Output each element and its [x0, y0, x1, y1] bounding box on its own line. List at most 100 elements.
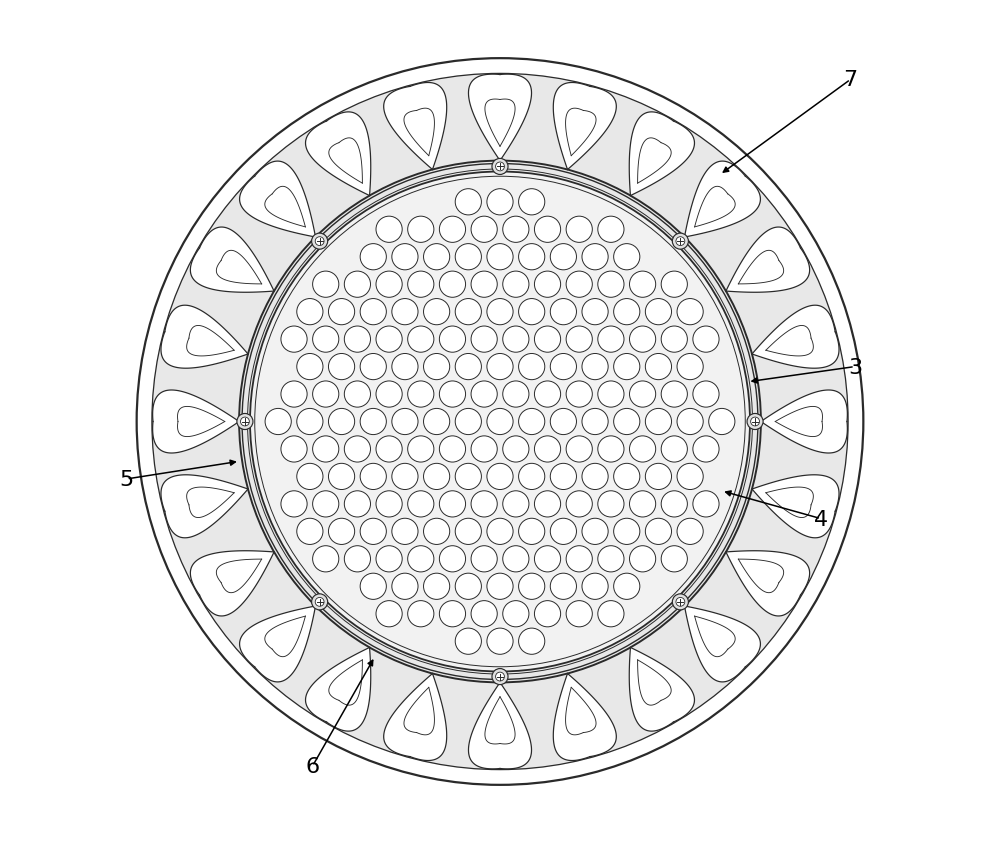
Circle shape: [471, 272, 497, 298]
Circle shape: [328, 409, 355, 436]
Polygon shape: [752, 306, 839, 369]
Circle shape: [534, 381, 561, 408]
Circle shape: [487, 190, 513, 216]
Circle shape: [672, 234, 688, 250]
Circle shape: [614, 300, 640, 325]
Circle shape: [487, 628, 513, 655]
Circle shape: [408, 436, 434, 463]
Circle shape: [661, 491, 687, 517]
Circle shape: [566, 436, 592, 463]
Circle shape: [519, 409, 545, 436]
Circle shape: [408, 491, 434, 517]
Circle shape: [582, 409, 608, 436]
Polygon shape: [468, 75, 532, 161]
Circle shape: [747, 414, 763, 430]
Circle shape: [519, 245, 545, 271]
Circle shape: [496, 163, 504, 171]
Circle shape: [550, 518, 576, 545]
Circle shape: [424, 574, 450, 599]
Circle shape: [439, 217, 466, 243]
Circle shape: [677, 300, 703, 325]
Polygon shape: [240, 162, 316, 238]
Circle shape: [629, 327, 656, 353]
Polygon shape: [726, 228, 810, 293]
Circle shape: [376, 327, 402, 353]
Circle shape: [614, 574, 640, 599]
Circle shape: [598, 381, 624, 408]
Circle shape: [645, 464, 672, 490]
Circle shape: [487, 464, 513, 490]
Text: 4: 4: [814, 509, 828, 529]
Circle shape: [408, 601, 434, 627]
Circle shape: [297, 409, 323, 436]
Circle shape: [360, 300, 386, 325]
Circle shape: [439, 327, 466, 353]
Polygon shape: [629, 113, 694, 197]
Circle shape: [313, 327, 339, 353]
Circle shape: [598, 217, 624, 243]
Circle shape: [582, 464, 608, 490]
Text: 6: 6: [305, 756, 319, 776]
Circle shape: [566, 546, 592, 572]
Circle shape: [237, 414, 253, 430]
Circle shape: [496, 673, 504, 681]
Polygon shape: [153, 391, 239, 453]
Circle shape: [455, 354, 481, 380]
Circle shape: [598, 327, 624, 353]
Circle shape: [629, 272, 656, 298]
Circle shape: [471, 491, 497, 517]
Circle shape: [534, 436, 561, 463]
Circle shape: [313, 436, 339, 463]
Circle shape: [344, 381, 371, 408]
Circle shape: [534, 272, 561, 298]
Circle shape: [439, 491, 466, 517]
Circle shape: [677, 409, 703, 436]
Circle shape: [503, 546, 529, 572]
Circle shape: [376, 217, 402, 243]
Circle shape: [550, 464, 576, 490]
Circle shape: [550, 574, 576, 599]
Circle shape: [534, 217, 561, 243]
Circle shape: [503, 436, 529, 463]
Polygon shape: [752, 475, 839, 538]
Circle shape: [360, 518, 386, 545]
Circle shape: [677, 464, 703, 490]
Circle shape: [439, 272, 466, 298]
Circle shape: [328, 354, 355, 380]
Circle shape: [455, 190, 481, 216]
Polygon shape: [684, 606, 760, 682]
Circle shape: [566, 601, 592, 627]
Circle shape: [281, 327, 307, 353]
Circle shape: [471, 381, 497, 408]
Text: 3: 3: [848, 357, 862, 377]
Circle shape: [392, 300, 418, 325]
Circle shape: [328, 518, 355, 545]
Circle shape: [598, 546, 624, 572]
Circle shape: [424, 245, 450, 271]
Circle shape: [693, 327, 719, 353]
Circle shape: [392, 574, 418, 599]
Circle shape: [492, 160, 508, 176]
Circle shape: [312, 234, 328, 250]
Circle shape: [408, 546, 434, 572]
Circle shape: [645, 300, 672, 325]
Circle shape: [519, 574, 545, 599]
Circle shape: [439, 601, 466, 627]
Polygon shape: [684, 162, 760, 238]
Circle shape: [312, 594, 328, 610]
Text: 7: 7: [844, 70, 858, 90]
Circle shape: [328, 464, 355, 490]
Circle shape: [566, 272, 592, 298]
Circle shape: [471, 546, 497, 572]
Circle shape: [661, 546, 687, 572]
Circle shape: [629, 436, 656, 463]
Circle shape: [360, 354, 386, 380]
Circle shape: [137, 59, 863, 785]
Circle shape: [519, 628, 545, 655]
Circle shape: [629, 381, 656, 408]
Circle shape: [344, 546, 371, 572]
Circle shape: [566, 381, 592, 408]
Polygon shape: [629, 647, 694, 731]
Circle shape: [487, 354, 513, 380]
Circle shape: [360, 464, 386, 490]
